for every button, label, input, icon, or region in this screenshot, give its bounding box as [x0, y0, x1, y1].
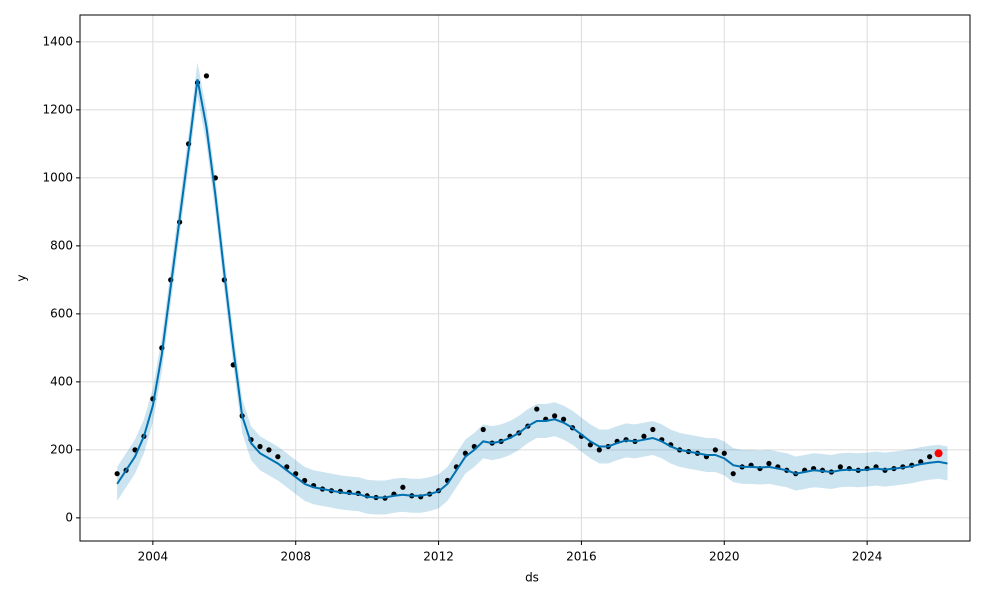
plot-area	[114, 62, 948, 515]
y-tick-label: 400	[50, 374, 73, 388]
data-point	[587, 442, 593, 448]
y-tick-label: 800	[50, 238, 73, 252]
data-point	[766, 460, 772, 467]
data-point	[730, 471, 736, 477]
data-point	[837, 464, 843, 470]
x-tick-label: 2004	[138, 550, 169, 564]
y-tick-label: 1400	[42, 34, 73, 48]
data-point	[534, 406, 540, 412]
data-point	[275, 454, 281, 460]
data-point	[552, 413, 558, 419]
data-point	[721, 450, 727, 456]
data-point	[712, 447, 718, 453]
data-point	[560, 416, 567, 422]
x-tick-label: 2020	[709, 550, 740, 564]
y-tick-label: 200	[50, 442, 73, 456]
data-point	[266, 447, 272, 453]
y-tick-label: 1200	[42, 102, 73, 116]
data-point	[114, 471, 120, 477]
y-tick-label: 1000	[42, 170, 73, 184]
data-point	[934, 449, 943, 458]
x-axis-label: ds	[525, 571, 539, 585]
data-point	[400, 484, 406, 490]
data-point	[480, 426, 486, 433]
x-tick-label: 2024	[852, 550, 883, 564]
x-tick-label: 2012	[423, 550, 454, 564]
data-point	[257, 443, 263, 450]
data-point	[641, 433, 647, 439]
y-tick-label: 0	[65, 510, 73, 524]
x-tick-label: 2016	[566, 550, 597, 564]
x-tick-label: 2008	[280, 550, 311, 564]
data-point	[927, 454, 933, 460]
data-point	[203, 73, 210, 79]
forecast-line	[116, 79, 948, 499]
plot-frame	[79, 14, 971, 542]
data-point	[596, 447, 602, 453]
y-axis-label: y	[15, 274, 29, 281]
data-point	[132, 447, 138, 453]
y-tick-label: 600	[50, 306, 73, 320]
data-point	[650, 426, 656, 433]
